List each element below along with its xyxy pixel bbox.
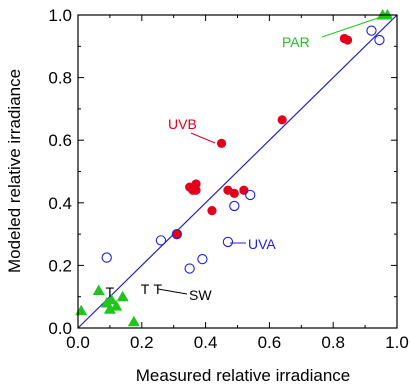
uvb-point: [172, 229, 182, 239]
sw-point: T: [153, 281, 162, 297]
par-point: [116, 290, 129, 302]
sw-point: T: [141, 281, 150, 297]
uva-point: [229, 200, 240, 212]
y-tick-label: 0.6: [48, 131, 72, 150]
annotation-uva: UVA: [230, 236, 276, 252]
par-point: [127, 315, 140, 327]
uvb-point: [229, 188, 239, 199]
reference-line-layer: [77, 14, 398, 329]
par-point: [92, 284, 105, 295]
sw-point: T: [106, 284, 115, 300]
uva-point: [374, 34, 385, 46]
uvb-point: [277, 115, 287, 125]
uva-point: [101, 252, 112, 263]
uvb-point: [207, 206, 217, 216]
annotation-leader-line: [157, 288, 188, 295]
annotation-leader-line: [190, 132, 216, 144]
annotation-label: UVA: [248, 236, 276, 252]
par-point: [75, 304, 88, 316]
annotation-label: SW: [189, 287, 212, 303]
uva-point: [245, 189, 256, 201]
uva-point: [155, 235, 167, 246]
uvb-point: [191, 179, 201, 189]
annotation-par: PAR: [282, 16, 382, 50]
y-tick-label: 0.4: [48, 194, 72, 213]
y-tick-label: 0.8: [48, 69, 72, 88]
annotation-uvb: UVB: [168, 116, 216, 144]
y-tick-label: 0.0: [48, 319, 72, 338]
uvb-point: [239, 185, 249, 195]
annotation-sw: SW: [157, 287, 212, 303]
x-tick-label: 0.2: [130, 333, 154, 352]
x-axis-title: Measured relative irradiance: [136, 366, 351, 385]
x-tick-label: 0.0: [66, 333, 90, 352]
y-axis-title: Modeled relative irradiance: [5, 69, 24, 273]
uva-point: [366, 25, 377, 36]
par-point: [103, 303, 116, 314]
y-tick-label: 1.0: [48, 6, 72, 25]
annotation-label: UVB: [168, 116, 197, 132]
uvb-point: [216, 138, 227, 148]
one-to-one-line: [77, 14, 398, 329]
x-tick-label: 0.4: [194, 333, 218, 352]
annotation-layer: PAR UVB UVA SW: [157, 16, 382, 303]
uva-point: [197, 253, 208, 265]
annotation-leader-line: [321, 16, 382, 38]
uva-point: [222, 236, 234, 248]
x-tick-label: 0.6: [258, 333, 282, 352]
par-point: [110, 300, 123, 311]
x-tick-label: 0.8: [321, 333, 345, 352]
annotation-label: PAR: [282, 34, 310, 50]
par-point: [381, 9, 394, 20]
uva-point: [171, 228, 183, 240]
uvb-point: [342, 35, 353, 45]
series-uva: [101, 25, 385, 274]
uva-point: [184, 263, 195, 274]
series-par: [75, 9, 394, 327]
par-point: [105, 293, 118, 305]
axis-layer: 0.0 0.2 0.4 0.6 0.8 1.0 0.0 0.2 0.4 0.6 0.8 1.0: [48, 6, 408, 352]
x-tick-label: 1.0: [385, 333, 409, 352]
y-tick-label: 0.2: [48, 256, 72, 275]
